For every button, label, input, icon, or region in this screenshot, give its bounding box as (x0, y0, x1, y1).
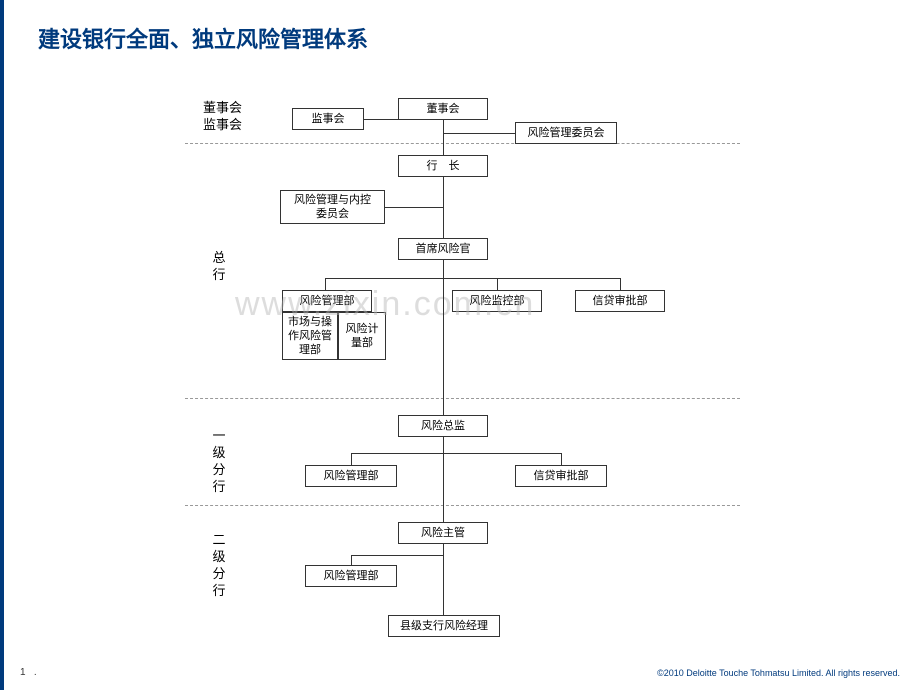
org-chart: 董事会监事会 总行 一级分行 二级分行 董事会 监事会 风险管理委员会 行 长 … (0, 90, 920, 650)
node-risk-dept1: 风险管理部 (282, 290, 372, 312)
section-label-3: 一级分行 (210, 428, 228, 496)
node-market-op: 市场与操作风险管理部 (282, 312, 338, 360)
node-supervisory: 监事会 (292, 108, 364, 130)
node-risk-director: 风险总监 (398, 415, 488, 437)
node-risk-monitor: 风险监控部 (452, 290, 542, 312)
node-risk-calc: 风险计量部 (338, 312, 386, 360)
node-risk-dept2: 风险管理部 (305, 465, 397, 487)
divider (185, 398, 740, 399)
node-president: 行 长 (398, 155, 488, 177)
section-label-1: 董事会监事会 (203, 100, 242, 134)
divider (185, 505, 740, 506)
footer-copyright: ©2010 Deloitte Touche Tohmatsu Limited. … (657, 668, 900, 678)
node-risk-mgr: 风险主管 (398, 522, 488, 544)
section-label-2: 总行 (210, 250, 228, 284)
node-risk-committee: 风险管理委员会 (515, 122, 617, 144)
node-risk-dept3: 风险管理部 (305, 565, 397, 587)
node-risk-internal: 风险管理与内控委员会 (280, 190, 385, 224)
node-cro: 首席风险官 (398, 238, 488, 260)
page-title: 建设银行全面、独立风险管理体系 (38, 22, 368, 54)
node-credit-review1: 信贷审批部 (575, 290, 665, 312)
node-credit-review2: 信贷审批部 (515, 465, 607, 487)
node-board: 董事会 (398, 98, 488, 120)
section-label-4: 二级分行 (210, 532, 228, 600)
footer-page: 1 . (20, 667, 37, 678)
node-county: 县级支行风险经理 (388, 615, 500, 637)
divider (185, 143, 740, 144)
